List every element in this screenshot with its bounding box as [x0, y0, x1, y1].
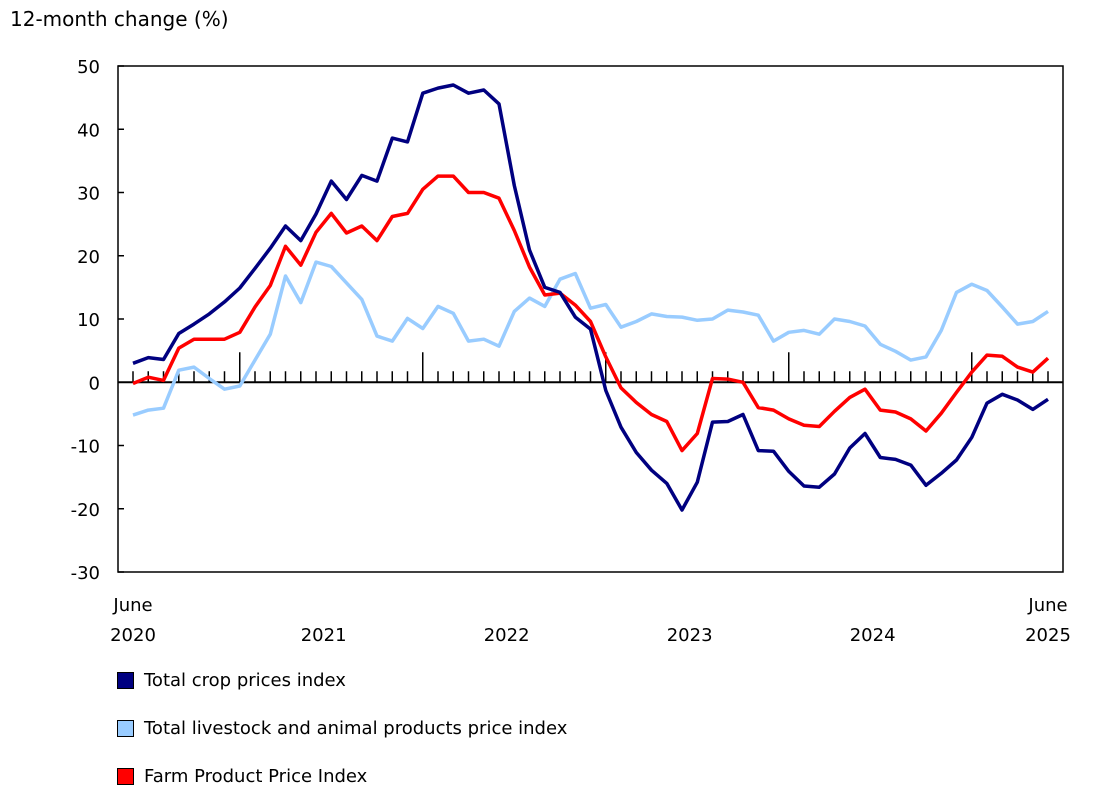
y-tick-label: -30: [71, 563, 100, 584]
legend-label: Total livestock and animal products pric…: [144, 718, 568, 739]
y-tick-label: 0: [89, 373, 100, 394]
series-line-1: [132, 260, 1049, 417]
y-tick-label: -10: [71, 437, 100, 458]
y-tick-label: 20: [77, 247, 100, 268]
legend-swatch: [117, 672, 134, 689]
legend-label: Farm Product Price Index: [144, 766, 368, 787]
y-tick-label: 10: [77, 310, 100, 331]
legend-swatch: [117, 768, 134, 785]
x-tick-label-month: June: [1027, 595, 1067, 616]
legend-item: Farm Product Price Index: [117, 766, 367, 787]
x-tick-label-year: 2023: [667, 625, 713, 646]
y-tick-label: 30: [77, 184, 100, 205]
x-tick-label-month: June: [112, 595, 152, 616]
x-tick-label-year: 2024: [850, 625, 896, 646]
legend-item: Total crop prices index: [117, 670, 346, 691]
legend-swatch: [117, 720, 134, 737]
x-tick-label-year: 2022: [484, 625, 530, 646]
y-tick-label: 40: [77, 120, 100, 141]
series-line-2: [132, 174, 1050, 453]
x-tick-label-year: 2025: [1025, 625, 1071, 646]
legend-item: Total livestock and animal products pric…: [117, 718, 567, 739]
x-tick-label-year: 2020: [110, 625, 156, 646]
y-tick-label: 50: [77, 57, 100, 78]
y-tick-label: -20: [71, 500, 100, 521]
y-axis-label: 12-month change (%): [10, 7, 229, 31]
x-tick-label-year: 2021: [301, 625, 347, 646]
line-chart: 12-month change (%) -30 -20 -10 0 10 20 30 40 50…: [10, 7, 1071, 646]
legend-label: Total crop prices index: [144, 670, 346, 691]
series-line-0: [132, 83, 1049, 512]
